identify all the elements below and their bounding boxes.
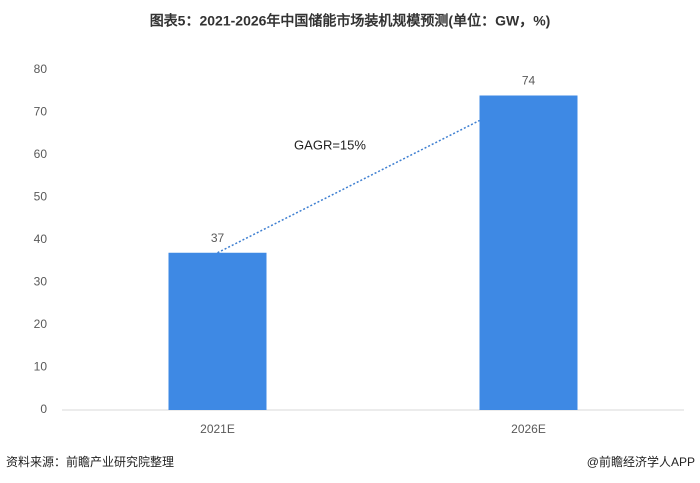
bar [479, 95, 578, 410]
y-tick-label: 70 [34, 105, 48, 119]
y-tick-label: 50 [34, 190, 48, 204]
y-tick-label: 80 [34, 62, 48, 76]
credit: @前瞻经济学人APP [587, 454, 695, 469]
annotation: GAGR=15% [294, 137, 366, 152]
y-tick-label: 60 [34, 147, 48, 161]
y-tick-label: 10 [34, 360, 48, 374]
y-tick-label: 30 [34, 275, 48, 289]
chart-title: 图表5：2021-2026年中国储能市场装机规模预测(单位：GW，%) [150, 13, 551, 29]
data-label: 37 [211, 231, 225, 245]
y-tick-label: 0 [40, 402, 47, 416]
y-tick-label: 40 [34, 232, 48, 246]
data-label: 74 [522, 74, 536, 88]
bar [168, 252, 267, 410]
x-tick-label: 2021E [200, 422, 235, 436]
source-note: 资料来源：前瞻产业研究院整理 [6, 454, 174, 469]
x-tick-label: 2026E [511, 422, 546, 436]
trend-line [217, 119, 480, 254]
y-tick-label: 20 [34, 317, 48, 331]
